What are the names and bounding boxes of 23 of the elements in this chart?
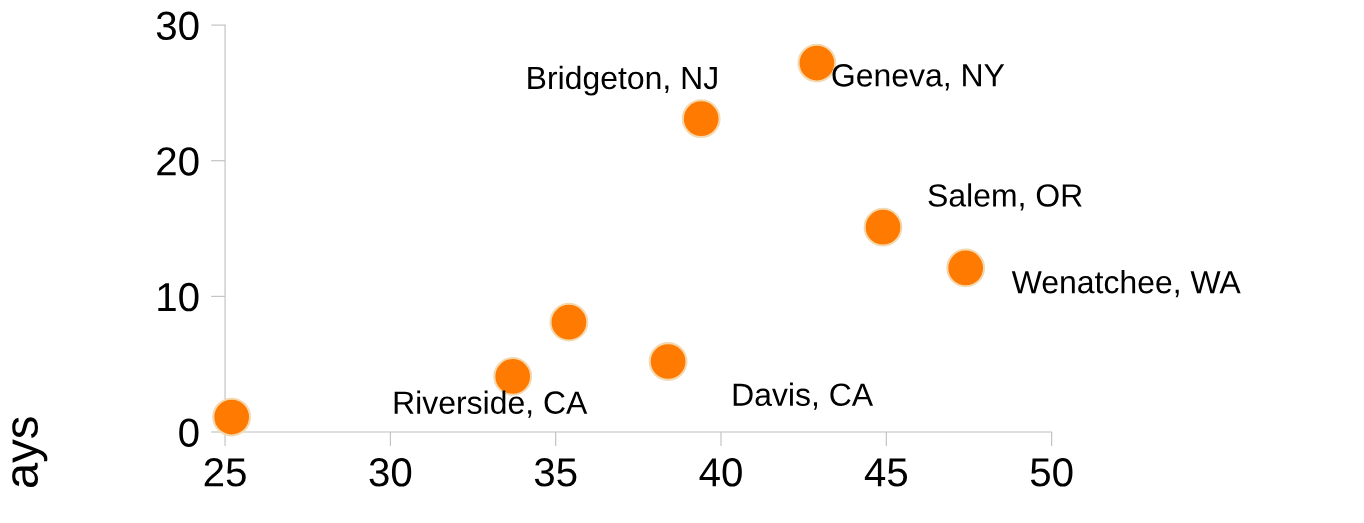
x-tick-label: 40	[699, 458, 742, 487]
point	[946, 248, 986, 288]
y-tick-label: 20	[157, 147, 199, 176]
annotation: Geneva, NY	[832, 64, 1005, 91]
y-tick-label: 30	[156, 11, 199, 41]
x-tick-label: 35	[534, 458, 577, 487]
point	[648, 342, 688, 381]
annotation: Riverside, CA	[394, 390, 588, 418]
x-tick-label: 30	[369, 458, 412, 487]
point	[681, 99, 721, 139]
annotation: Bridgeton, NJ	[528, 65, 717, 96]
point	[549, 302, 589, 342]
annotation: Wenatchee, WA	[1011, 269, 1241, 298]
y-tick-label: 10	[158, 282, 199, 312]
annotation: Salem, OR	[928, 183, 1082, 211]
x-tick-label: 50	[1030, 458, 1073, 487]
point	[212, 397, 252, 437]
x-tick-label: 25	[204, 458, 246, 487]
y-tick-label: 0	[179, 418, 199, 447]
annotation: Davis, CA	[733, 382, 874, 410]
x-tick-label: 45	[864, 458, 908, 487]
point	[863, 207, 903, 247]
y-axis-title: ays	[12, 417, 48, 488]
